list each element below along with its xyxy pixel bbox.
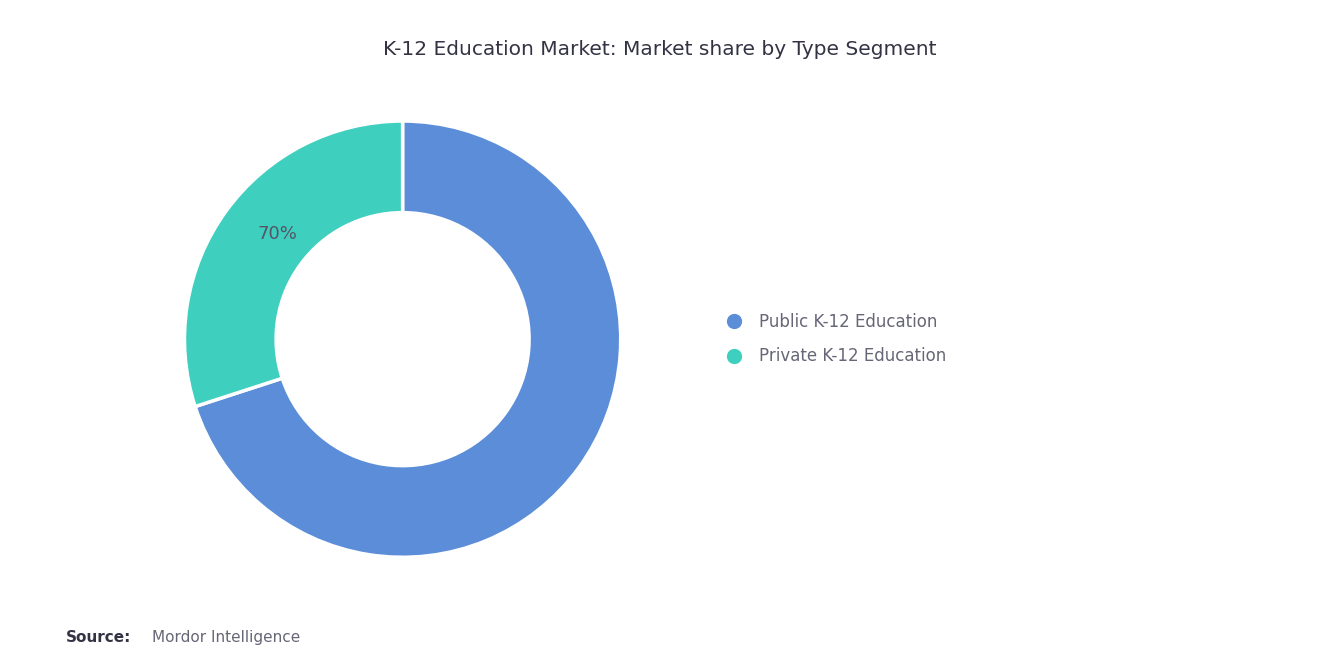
Legend: Public K-12 Education, Private K-12 Education: Public K-12 Education, Private K-12 Educ… [711,306,953,372]
Wedge shape [185,121,403,406]
Text: Source:: Source: [66,630,132,645]
Wedge shape [195,121,620,557]
Text: K-12 Education Market: Market share by Type Segment: K-12 Education Market: Market share by T… [383,40,937,59]
Text: 70%: 70% [257,225,297,243]
Text: Mordor Intelligence: Mordor Intelligence [152,630,300,645]
